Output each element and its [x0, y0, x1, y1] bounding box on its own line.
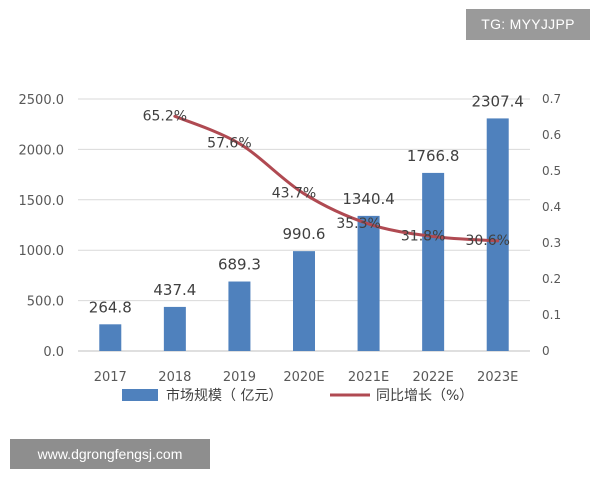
line-value-label: 30.6% — [465, 233, 509, 249]
x-tick-label: 2019 — [223, 370, 256, 385]
x-tick-label: 2021E — [348, 370, 389, 385]
line-value-label: 43.7% — [272, 186, 316, 202]
right-tick-label: 0.3 — [542, 236, 561, 250]
x-tick-label: 2018 — [158, 370, 191, 385]
legend: 市场规模（ 亿元） 同比增长（%） — [122, 387, 473, 404]
right-axis: 0 0.1 0.2 0.3 0.4 0.5 0.6 0.7 — [542, 92, 561, 358]
line-series — [173, 114, 500, 243]
watermark-top: TG: MYYJJPP — [466, 9, 590, 40]
right-tick-label: 0.4 — [542, 200, 561, 214]
x-axis: 2017 2018 2019 2020E 2021E 2022E 2023E — [94, 370, 519, 385]
x-tick-label: 2022E — [412, 370, 453, 385]
line-value-label: 35.3% — [336, 216, 380, 232]
right-tick-label: 0.1 — [542, 308, 561, 322]
x-tick-label: 2020E — [283, 370, 324, 385]
right-tick-label: 0.7 — [542, 92, 561, 106]
left-tick-label: 0.0 — [43, 345, 64, 360]
bar — [422, 172, 445, 351]
left-tick-label: 500.0 — [27, 295, 64, 310]
bar-value-label: 2307.4 — [471, 92, 524, 110]
left-tick-label: 1500.0 — [19, 194, 65, 209]
watermark-bottom: www.dgrongfengsj.com — [10, 439, 210, 469]
bar-value-label: 990.6 — [283, 225, 326, 243]
right-tick-label: 0 — [542, 344, 550, 358]
bar — [163, 306, 186, 351]
line-value-label: 65.2% — [143, 108, 187, 124]
line-value-label: 31.8% — [401, 229, 445, 245]
left-tick-label: 2000.0 — [19, 143, 65, 158]
bar-value-label: 1766.8 — [407, 147, 460, 165]
bar — [486, 118, 509, 351]
bar-data-labels: 264.8 437.4 689.3 990.6 1340.4 1766.8 2307.4 — [89, 92, 524, 316]
growth-line — [173, 114, 500, 243]
left-tick-label: 1000.0 — [19, 244, 65, 259]
bar-series — [99, 118, 509, 351]
line-value-label: 57.6% — [207, 136, 251, 152]
legend-line-label: 同比增长（%） — [376, 388, 473, 404]
bar — [99, 324, 122, 351]
legend-bar-swatch — [122, 389, 158, 401]
bar-value-label: 689.3 — [218, 256, 261, 274]
right-tick-label: 0.5 — [542, 164, 561, 178]
line-data-labels: 65.2% 57.6% 43.7% 35.3% 31.8% 30.6% — [143, 108, 510, 249]
left-tick-label: 2500.0 — [19, 93, 65, 108]
left-axis: 0.0 500.0 1000.0 1500.0 2000.0 2500.0 — [19, 93, 65, 360]
legend-bar-label: 市场规模（ 亿元） — [166, 387, 282, 404]
x-tick-label: 2017 — [94, 370, 127, 385]
bar-value-label: 264.8 — [89, 298, 132, 316]
bar — [228, 281, 251, 351]
bar — [357, 215, 380, 351]
bar — [293, 251, 315, 351]
bar-value-label: 1340.4 — [342, 190, 395, 208]
right-tick-label: 0.2 — [542, 272, 561, 286]
right-tick-label: 0.6 — [542, 128, 561, 142]
bar-value-label: 437.4 — [153, 281, 196, 299]
x-tick-label: 2023E — [477, 370, 518, 385]
